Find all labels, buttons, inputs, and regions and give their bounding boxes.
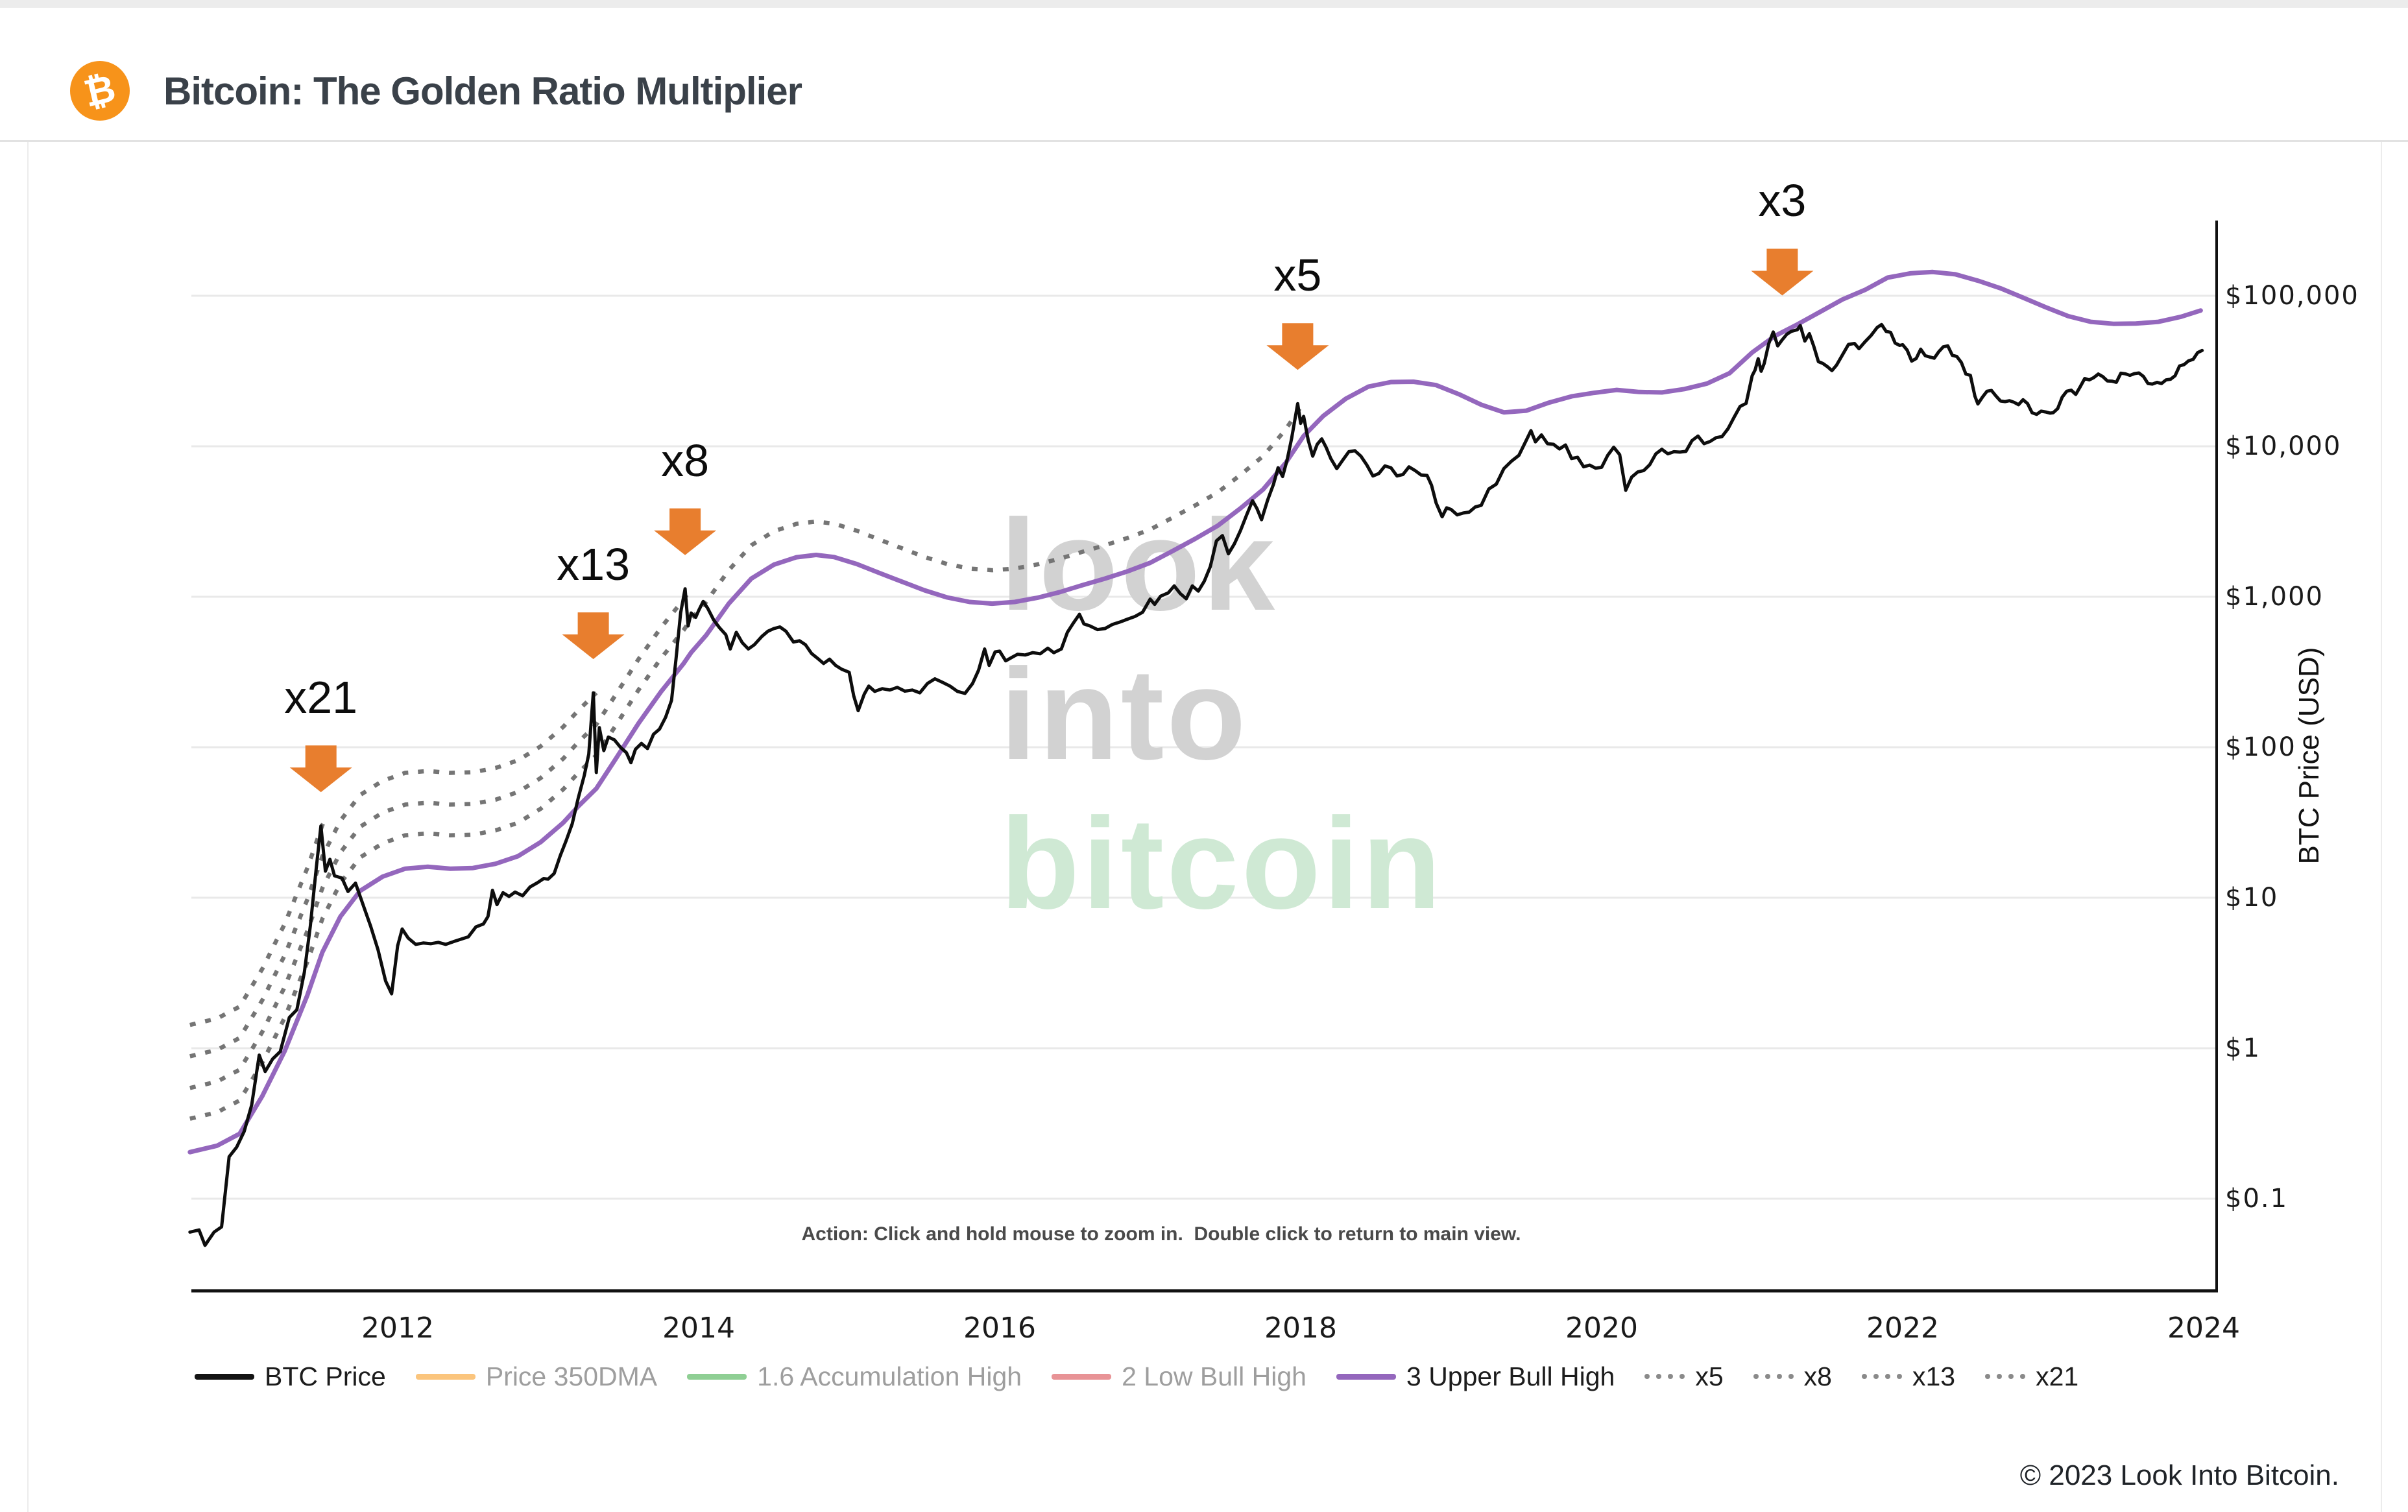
legend-item-low-bull-high[interactable]: 2 Low Bull High [1052, 1362, 1306, 1392]
legend-item-x21[interactable]: x21 [1985, 1362, 2078, 1392]
x13-dotted-swatch-icon [1861, 1374, 1902, 1379]
low-bull-high-swatch-icon [1052, 1373, 1112, 1380]
y-tick-label: $10 [2225, 883, 2279, 913]
y-tick-label: $100,000 [2225, 281, 2359, 311]
price-350dma-swatch-icon [415, 1373, 476, 1380]
legend-item-x8[interactable]: x8 [1753, 1362, 1832, 1392]
bitcoin-logo-icon: ₿ [70, 61, 130, 121]
watermark-bitcoin: bitcoin [1000, 791, 1444, 936]
btc-price-swatch-icon [195, 1373, 254, 1380]
annotation-x3: x3 [1758, 175, 1807, 226]
watermark-into: into [1000, 642, 1249, 787]
legend-item-upper-bull-high[interactable]: 3 Upper Bull High [1336, 1362, 1615, 1392]
x21-dotted-swatch-icon [1985, 1374, 2026, 1379]
x8-dotted-swatch-icon [1753, 1374, 1794, 1379]
x5-dotted-swatch-icon [1644, 1374, 1685, 1379]
x-tick-label: 2020 [1565, 1312, 1638, 1345]
header: ₿ Bitcoin: The Golden Ratio Multiplier [0, 8, 2408, 142]
upper-bull-high-swatch-icon [1336, 1373, 1396, 1380]
y-tick-label: $10,000 [2225, 431, 2342, 461]
x-tick-label: 2024 [2167, 1312, 2240, 1345]
legend-item-price-350dma[interactable]: Price 350DMA [415, 1362, 657, 1392]
x-tick-label: 2018 [1264, 1312, 1337, 1345]
y-axis-title: BTC Price (USD) [2293, 647, 2325, 865]
x-tick-label: 2012 [361, 1312, 434, 1345]
x-tick-label: 2022 [1866, 1312, 1939, 1345]
annotation-x21: x21 [284, 672, 358, 723]
top-strip [0, 0, 2408, 8]
legend-item-x5[interactable]: x5 [1644, 1362, 1724, 1392]
page-title: Bitcoin: The Golden Ratio Multiplier [163, 69, 802, 113]
annotation-x8: x8 [661, 435, 710, 486]
y-tick-label: $0.1 [2225, 1184, 2289, 1214]
action-note: Action: Click and hold mouse to zoom in.… [801, 1223, 1521, 1245]
y-tick-label: $1 [2225, 1033, 2261, 1063]
annotation-x13: x13 [557, 539, 631, 590]
y-tick-label: $1,000 [2225, 582, 2324, 612]
legend-item-x13[interactable]: x13 [1861, 1362, 1955, 1392]
x-tick-label: 2016 [963, 1312, 1036, 1345]
x-tick-label: 2014 [662, 1312, 735, 1345]
copyright: © 2023 Look Into Bitcoin. [2019, 1459, 2339, 1491]
legend-item-accumulation-high[interactable]: 1.6 Accumulation High [687, 1362, 1022, 1392]
y-tick-label: $100 [2225, 732, 2296, 762]
legend-item-btc-price[interactable]: BTC Price [195, 1362, 386, 1392]
accumulation-high-swatch-icon [687, 1373, 747, 1380]
legend: BTC Price Price 350DMA 1.6 Accumulation … [195, 1358, 2078, 1395]
annotation-x5: x5 [1273, 250, 1322, 301]
content-card [27, 8, 2382, 1512]
